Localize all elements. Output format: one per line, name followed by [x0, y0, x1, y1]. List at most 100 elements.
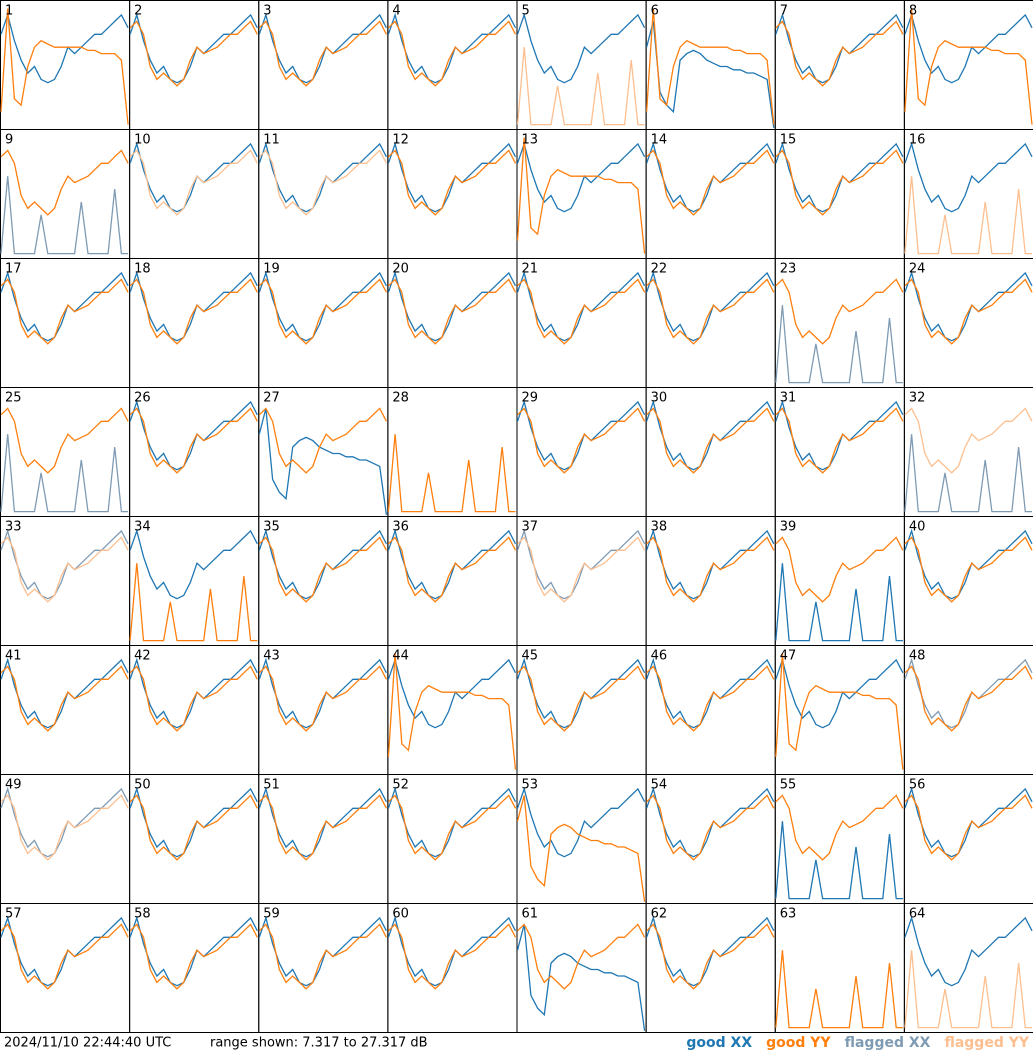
trace-xx [0, 434, 129, 513]
trace-xx [258, 528, 387, 600]
panel-label: 56 [909, 778, 926, 793]
legend-entry: good XX [686, 1035, 752, 1051]
panel-label: 36 [392, 520, 409, 535]
panel-label: 51 [263, 778, 280, 793]
trace-yy [387, 434, 516, 513]
trace-xx [387, 141, 517, 213]
trace-yy [258, 20, 387, 87]
panel-label: 18 [134, 262, 151, 277]
legend-entry: good YY [766, 1035, 831, 1051]
panel: 31 [774, 387, 905, 517]
trace-xx [0, 915, 129, 987]
trace-xx [258, 657, 387, 729]
trace-yy [517, 278, 646, 345]
panel-label: 43 [263, 649, 280, 664]
panel-label: 48 [909, 649, 926, 664]
trace-yy [775, 149, 904, 216]
panel: 22 [645, 258, 776, 388]
trace-xx [0, 528, 129, 600]
panel: 33 [0, 516, 131, 646]
panel: 25 [0, 387, 131, 517]
panel-label: 30 [651, 391, 668, 406]
trace-yy [904, 8, 1033, 125]
trace-yy [0, 149, 129, 216]
panel-label: 22 [651, 262, 668, 277]
panel-label: 15 [780, 133, 797, 148]
panel-label: 60 [392, 907, 409, 922]
trace-yy [904, 665, 1033, 732]
trace-xx [387, 786, 517, 858]
trace-yy [258, 149, 387, 216]
panel-label: 24 [909, 262, 926, 277]
trace-yy [904, 407, 1033, 474]
trace-yy [517, 407, 646, 474]
trace-yy [904, 794, 1033, 861]
trace-xx [516, 12, 646, 84]
panel-label: 59 [263, 907, 280, 922]
panel-frame [903, 903, 1033, 1033]
trace-yy [387, 149, 517, 216]
panel-label: 63 [780, 907, 797, 922]
trace-xx [645, 528, 775, 600]
panel: 61 [516, 903, 647, 1033]
panel: 19 [258, 258, 389, 388]
trace-yy [646, 536, 775, 603]
panel-label: 21 [522, 262, 539, 277]
trace-yy [516, 47, 645, 126]
timestamp: 2024/11/10 22:44:40 UTC [4, 1036, 171, 1051]
trace-yy [517, 923, 646, 990]
trace-yy [258, 536, 387, 603]
panel-label: 9 [5, 133, 13, 148]
panel-label: 27 [263, 391, 280, 406]
panel-label: 38 [651, 520, 668, 535]
trace-yy [258, 665, 387, 732]
panel-label: 11 [263, 133, 280, 148]
trace-xx [775, 821, 903, 900]
trace-xx [516, 786, 646, 858]
trace-xx [775, 657, 904, 729]
trace-xx [645, 399, 775, 471]
trace-yy [258, 923, 387, 990]
trace-xx [129, 657, 258, 729]
trace-yy [646, 278, 775, 345]
trace-yy [0, 536, 129, 603]
panel: 10 [129, 129, 260, 259]
trace-xx [775, 12, 904, 84]
panel-label: 55 [780, 778, 797, 793]
panel-label: 45 [522, 649, 539, 664]
trace-yy [129, 407, 258, 474]
panel-label: 61 [522, 907, 539, 922]
trace-xx [0, 657, 129, 729]
trace-xx [129, 528, 258, 600]
panel-label: 28 [392, 391, 409, 406]
trace-xx [645, 915, 775, 987]
panel-label: 53 [522, 778, 539, 793]
panel-label: 31 [780, 391, 797, 406]
trace-yy [0, 8, 129, 125]
trace-xx [387, 657, 517, 729]
panel-label: 46 [651, 649, 668, 664]
trace-xx [904, 528, 1033, 600]
trace-xx [645, 21, 775, 128]
trace-yy [129, 923, 258, 990]
trace-xx [775, 141, 904, 213]
trace-yy [775, 950, 903, 1029]
trace-yy [775, 20, 904, 87]
trace-xx [129, 270, 258, 342]
panel-label: 42 [134, 649, 151, 664]
trace-xx [0, 176, 129, 255]
panel-label: 35 [263, 520, 280, 535]
panel-label: 20 [392, 262, 409, 277]
trace-yy [258, 407, 387, 474]
panel-label: 2 [134, 4, 142, 19]
panel-label: 16 [909, 133, 926, 148]
trace-xx [258, 408, 388, 515]
panel-label: 50 [134, 778, 151, 793]
trace-yy [0, 407, 129, 474]
trace-xx [129, 12, 258, 84]
legend-entry: flagged XX [845, 1035, 931, 1051]
legend-entry: flagged YY [944, 1035, 1029, 1051]
trace-yy [904, 950, 1032, 1029]
trace-yy [0, 665, 129, 732]
